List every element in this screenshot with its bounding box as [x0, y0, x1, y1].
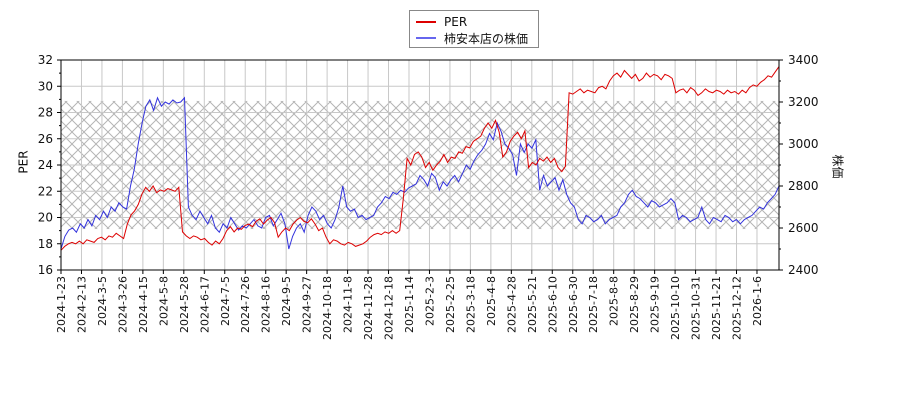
y-axis-left: 16 18 20 22 24 26 28 30 32 — [38, 53, 61, 277]
legend-label-price: 柿安本店の株価 — [444, 31, 529, 46]
svg-text:2025-6-30: 2025-6-30 — [567, 276, 580, 333]
legend-item-per: PER — [416, 14, 467, 30]
svg-text:32: 32 — [38, 53, 53, 67]
svg-text:2024-9-5: 2024-9-5 — [280, 276, 293, 326]
svg-text:22: 22 — [38, 184, 53, 198]
legend-swatch-per — [416, 21, 436, 23]
svg-text:2025-3-18: 2025-3-18 — [464, 276, 477, 333]
svg-text:20: 20 — [38, 211, 53, 225]
x-axis: 2024-1-23 2024-2-13 2024-3-5 2024-3-26 2024-… — [55, 270, 764, 340]
svg-text:2025-11-21: 2025-11-21 — [710, 276, 723, 340]
svg-text:2024-9-27: 2024-9-27 — [301, 276, 314, 333]
svg-text:26: 26 — [38, 132, 53, 146]
svg-text:2025-1-14: 2025-1-14 — [403, 276, 416, 333]
svg-text:2400: 2400 — [788, 263, 819, 277]
svg-text:2800: 2800 — [788, 179, 819, 193]
svg-text:3000: 3000 — [788, 137, 819, 151]
gridlines — [60, 59, 779, 271]
svg-text:3400: 3400 — [788, 53, 819, 67]
svg-text:2024-5-8: 2024-5-8 — [157, 276, 170, 326]
svg-text:24: 24 — [38, 158, 53, 172]
svg-text:2025-10-10: 2025-10-10 — [669, 276, 682, 340]
legend: PER 柿安本店の株価 — [409, 10, 539, 48]
svg-text:2600: 2600 — [788, 221, 819, 235]
price-line — [61, 96, 779, 250]
svg-text:2025-8-29: 2025-8-29 — [628, 276, 641, 333]
svg-text:2024-11-28: 2024-11-28 — [362, 276, 375, 340]
svg-text:2024-1-23: 2024-1-23 — [55, 276, 68, 333]
svg-text:2025-2-3: 2025-2-3 — [423, 276, 436, 326]
y-axis-right: 2400 2600 2800 3000 3200 3400 — [779, 53, 819, 277]
svg-text:2025-5-21: 2025-5-21 — [526, 276, 539, 333]
svg-text:18: 18 — [38, 237, 53, 251]
svg-text:16: 16 — [38, 263, 53, 277]
svg-text:2025-6-10: 2025-6-10 — [546, 276, 559, 333]
svg-text:2025-9-19: 2025-9-19 — [649, 276, 662, 333]
per-line — [61, 66, 779, 251]
y-axis-left-title: PER — [16, 150, 31, 174]
svg-text:2024-2-13: 2024-2-13 — [75, 276, 88, 333]
legend-label-per: PER — [444, 15, 468, 29]
svg-text:2025-7-18: 2025-7-18 — [587, 276, 600, 333]
svg-text:2024-7-26: 2024-7-26 — [239, 276, 252, 333]
svg-text:3200: 3200 — [788, 95, 819, 109]
svg-text:2024-10-18: 2024-10-18 — [321, 276, 334, 340]
svg-text:2025-4-28: 2025-4-28 — [505, 276, 518, 333]
svg-text:2025-12-12: 2025-12-12 — [731, 276, 744, 340]
legend-swatch-price — [416, 37, 436, 39]
svg-text:2025-8-8: 2025-8-8 — [608, 276, 621, 326]
svg-text:2024-8-16: 2024-8-16 — [260, 276, 273, 333]
legend-item-price: 柿安本店の株価 — [416, 30, 528, 46]
svg-text:2025-2-25: 2025-2-25 — [444, 276, 457, 333]
data-lines — [61, 66, 779, 251]
svg-text:2026-1-6: 2026-1-6 — [751, 276, 764, 326]
y-axis-right-title: 株価 — [830, 154, 845, 179]
svg-text:28: 28 — [38, 106, 53, 120]
svg-text:2025-4-8: 2025-4-8 — [485, 276, 498, 326]
svg-text:2024-4-15: 2024-4-15 — [137, 276, 150, 333]
svg-text:2024-7-5: 2024-7-5 — [219, 276, 232, 326]
svg-text:2024-11-8: 2024-11-8 — [342, 276, 355, 333]
svg-text:2024-12-18: 2024-12-18 — [383, 276, 396, 340]
svg-text:30: 30 — [38, 79, 53, 93]
svg-text:2025-10-31: 2025-10-31 — [690, 276, 703, 340]
svg-text:2024-3-5: 2024-3-5 — [96, 276, 109, 326]
svg-text:2024-6-17: 2024-6-17 — [198, 276, 211, 333]
svg-text:2024-3-26: 2024-3-26 — [116, 276, 129, 333]
svg-text:2024-5-28: 2024-5-28 — [178, 276, 191, 333]
